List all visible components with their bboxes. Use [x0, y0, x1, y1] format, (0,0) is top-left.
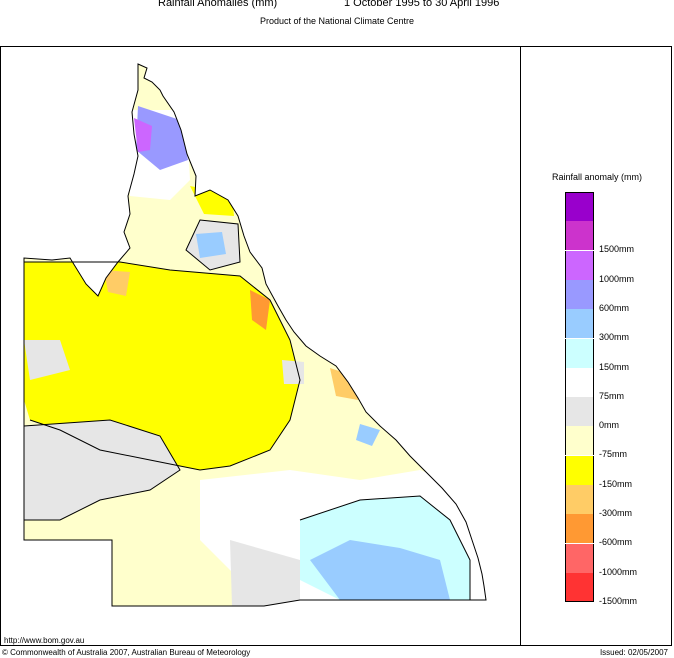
- legend: Rainfall anomaly (mm) 1500mm 1000mm 600mm 3…: [522, 46, 672, 646]
- map-title: Rainfall Anomalies (mm): [158, 0, 278, 9]
- legend-label: 1500mm: [599, 244, 635, 255]
- contour-lines: [23, 219, 471, 600]
- legend-label: -600mm: [599, 537, 633, 548]
- legend-swatch: [565, 485, 594, 514]
- footer-issued-date: Issued: 02/05/2007: [599, 648, 668, 657]
- legend-swatch: [565, 397, 594, 427]
- legend-label: -1500mm: [599, 595, 638, 606]
- anomaly-fills: [24, 64, 486, 606]
- legend-label: 1000mm: [599, 273, 635, 284]
- legend-swatch: [565, 543, 594, 573]
- legend-label: 300mm: [599, 332, 630, 343]
- queensland-outline: [23, 63, 487, 607]
- map-area: [0, 46, 520, 646]
- legend-swatch: [565, 426, 594, 456]
- legend-label: -75mm: [599, 449, 628, 460]
- title-bar: Rainfall Anomalies (mm) 1 October 1995 t…: [0, 0, 674, 14]
- legend-label: 150mm: [599, 361, 630, 372]
- legend-swatch: [565, 250, 594, 280]
- queensland-anomaly-map: [23, 63, 487, 607]
- legend-label: 0mm: [599, 420, 619, 431]
- legend-title: Rainfall anomaly (mm): [551, 172, 643, 182]
- legend-label: 75mm: [599, 390, 625, 401]
- subtitle: Product of the National Climate Centre: [259, 16, 415, 26]
- legend-swatch: [565, 309, 594, 339]
- legend-swatch: [565, 221, 594, 251]
- legend-divider: [520, 46, 521, 646]
- legend-swatch: [565, 367, 594, 397]
- legend-swatch: [565, 572, 594, 602]
- date-range: 1 October 1995 to 30 April 1996: [344, 0, 500, 9]
- legend-label: -150mm: [599, 478, 633, 489]
- legend-swatch: [565, 192, 594, 221]
- legend-label: -1000mm: [599, 566, 638, 577]
- map-frame: [0, 46, 672, 646]
- legend-swatch: [565, 455, 594, 485]
- legend-label: 600mm: [599, 302, 630, 313]
- legend-swatch: [565, 338, 594, 368]
- legend-swatch: [565, 279, 594, 309]
- footer-copyright: © Commonwealth of Australia 2007, Austra…: [2, 648, 251, 657]
- legend-label: -300mm: [599, 508, 633, 518]
- legend-swatch: [565, 514, 594, 544]
- footer-url[interactable]: http://www.bom.gov.au: [4, 636, 85, 645]
